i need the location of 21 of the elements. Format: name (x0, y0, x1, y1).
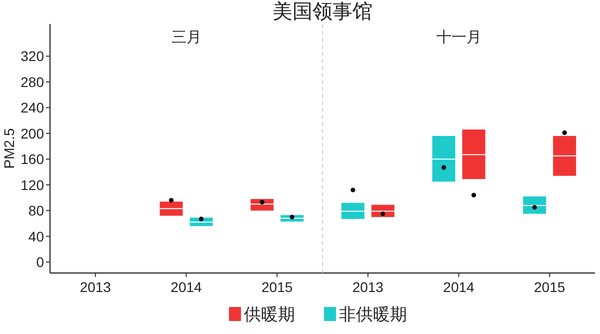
x-tick-label: 2013 (80, 279, 112, 295)
y-tick-label: 320 (20, 48, 44, 64)
legend-label: 非供暖期 (339, 305, 407, 324)
y-tick-label: 40 (28, 228, 44, 244)
x-tick-label: 2015 (262, 279, 293, 295)
y-tick-label: 160 (20, 151, 44, 168)
x-tick-label: 2014 (170, 279, 202, 295)
y-tick-label: 0 (36, 254, 44, 270)
y-tick-label: 200 (20, 125, 44, 142)
chart-subtitle: 十一月 (436, 29, 482, 46)
y-tick-label: 240 (20, 100, 44, 116)
chart-subtitle: 三月 (171, 30, 202, 46)
x-tick-label: 2015 (534, 279, 566, 295)
x-tick-label: 2014 (443, 279, 475, 295)
legend-label: 供暖期 (244, 305, 295, 324)
y-tick-label: 280 (20, 74, 44, 90)
y-axis-title: PM2.5 (1, 128, 17, 169)
y-tick-label: 80 (28, 202, 44, 219)
y-tick-label: 120 (20, 176, 44, 193)
x-tick-label: 2013 (352, 279, 384, 295)
chart-title: 美国领事馆 (272, 0, 372, 23)
